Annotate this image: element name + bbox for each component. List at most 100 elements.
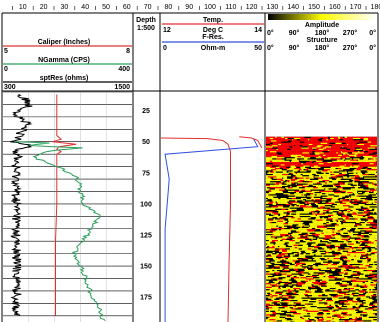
image-pixel xyxy=(274,285,279,287)
image-pixel xyxy=(335,247,338,249)
image-pixel xyxy=(352,212,357,214)
image-pixel xyxy=(368,299,374,302)
image-pixel xyxy=(375,163,377,165)
image-pixel xyxy=(266,236,268,238)
image-pixel xyxy=(319,207,324,209)
image-pixel xyxy=(350,173,356,176)
image-pixel xyxy=(285,313,291,315)
image-pixel xyxy=(344,243,347,245)
image-pixel xyxy=(362,182,369,184)
image-pixel xyxy=(281,188,285,190)
image-pixel xyxy=(282,286,287,289)
image-pixel xyxy=(312,147,317,149)
image-pixel xyxy=(289,319,293,321)
image-pixel xyxy=(318,177,324,179)
image-pixel xyxy=(273,305,280,308)
image-pixel xyxy=(306,140,314,142)
image-pixel xyxy=(366,284,371,286)
image-pixel xyxy=(320,195,323,197)
image-pixel xyxy=(352,217,355,219)
image-pixel xyxy=(375,194,377,196)
image-pixel xyxy=(313,183,316,185)
image-pixel xyxy=(266,308,269,310)
image-pixel xyxy=(368,171,371,173)
image-pixel xyxy=(372,305,377,308)
image-pixel xyxy=(276,148,279,151)
image-pixel xyxy=(323,223,327,225)
image-pixel xyxy=(302,193,307,195)
image-pixel xyxy=(288,163,294,165)
image-pixel xyxy=(283,265,290,267)
image-pixel xyxy=(274,298,280,301)
image-pixel xyxy=(351,226,353,229)
image-pixel xyxy=(267,147,271,149)
image-pixel xyxy=(313,302,319,304)
image-pixel xyxy=(340,202,347,205)
image-pixel xyxy=(333,262,339,265)
image-pixel xyxy=(358,241,360,243)
image-pixel xyxy=(336,265,341,267)
image-pixel xyxy=(278,141,282,143)
image-pixel xyxy=(306,202,311,205)
image-pixel xyxy=(328,217,334,219)
image-pixel xyxy=(305,233,309,236)
image-pixel xyxy=(270,310,276,313)
image-pixel xyxy=(368,202,371,205)
image-pixel xyxy=(279,265,284,267)
image-pixel xyxy=(348,175,355,177)
image-pixel xyxy=(279,314,281,316)
image-pixel xyxy=(308,286,310,289)
image-pixel xyxy=(335,187,338,189)
image-pixel xyxy=(327,257,330,260)
image-pixel xyxy=(300,190,306,193)
image-pixel xyxy=(313,278,316,280)
image-pixel xyxy=(318,255,323,257)
image-pixel xyxy=(307,141,310,143)
image-pixel xyxy=(307,278,314,280)
image-pixel xyxy=(351,163,354,165)
image-pixel xyxy=(325,297,332,299)
image-pixel xyxy=(344,179,350,182)
image-pixel xyxy=(335,175,342,177)
image-pixel xyxy=(328,245,330,248)
image-pixel xyxy=(272,158,277,160)
image-pixel xyxy=(273,219,280,221)
image-pixel xyxy=(317,280,320,283)
image-pixel xyxy=(359,183,362,185)
image-pixel xyxy=(324,249,326,251)
image-pixel xyxy=(272,142,279,145)
image-pixel xyxy=(350,149,355,152)
image-pixel xyxy=(313,209,316,212)
image-pixel xyxy=(285,153,287,155)
image-pixel xyxy=(354,263,361,266)
image-pixel xyxy=(348,141,353,143)
image-pixel xyxy=(335,277,338,279)
image-pixel xyxy=(351,314,358,316)
image-pixel xyxy=(330,244,335,247)
image-pixel xyxy=(365,140,369,142)
image-pixel xyxy=(316,208,321,211)
image-pixel xyxy=(273,290,279,292)
image-pixel xyxy=(266,146,273,148)
image-pixel xyxy=(272,257,278,260)
series-line-5 xyxy=(239,136,263,149)
image-pixel xyxy=(281,251,285,254)
image-pixel xyxy=(344,165,351,167)
image-pixel xyxy=(300,235,304,237)
image-pixel xyxy=(318,299,323,302)
caliper-min: 5 xyxy=(4,48,8,55)
image-pixel xyxy=(286,153,292,155)
image-pixel xyxy=(295,266,298,268)
image-pixel xyxy=(328,185,332,188)
image-pixel xyxy=(303,165,310,167)
image-pixel xyxy=(315,199,322,201)
image-pixel xyxy=(337,304,343,307)
image-pixel xyxy=(298,146,302,148)
image-pixel xyxy=(268,293,272,296)
str-angle-270: 270° xyxy=(343,44,358,52)
image-pixel xyxy=(347,226,352,229)
image-pixel xyxy=(337,215,342,218)
image-pixel xyxy=(306,286,309,289)
image-pixel xyxy=(353,310,357,313)
image-pixel xyxy=(372,148,377,151)
